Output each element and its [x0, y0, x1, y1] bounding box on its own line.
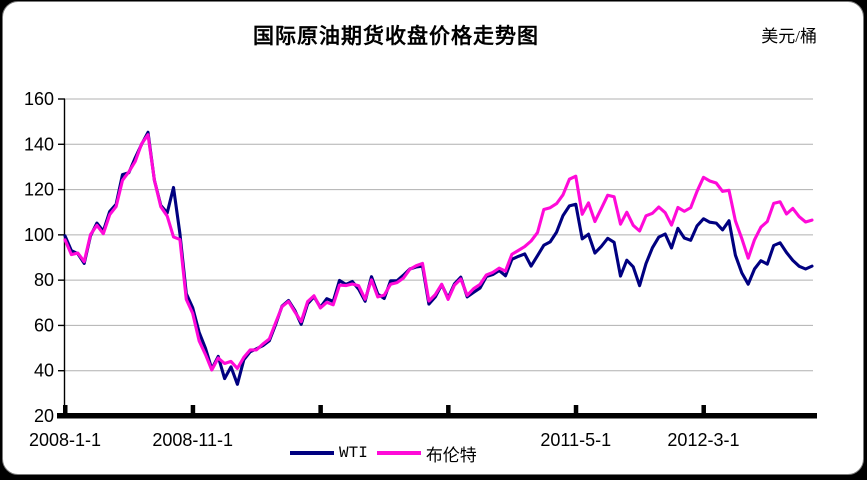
brent-line-swatch — [376, 451, 421, 455]
y-tick-label: 160 — [24, 89, 54, 109]
x-tick — [573, 405, 579, 413]
x-tick — [190, 405, 196, 413]
y-tick-label: 60 — [34, 315, 54, 335]
y-tick-label: 80 — [34, 270, 54, 290]
legend-label-brent: 布伦特 — [425, 445, 477, 465]
legend-item-wti: WTI — [290, 444, 368, 462]
y-tick-label: 20 — [34, 406, 54, 426]
legend-item-brent: 布伦特 — [376, 441, 477, 466]
y-tick-label: 40 — [34, 361, 54, 381]
legend-label-wti: WTI — [339, 444, 368, 462]
y-tick-label: 120 — [24, 180, 54, 200]
legend: WTI 布伦特 — [286, 441, 481, 466]
series-line-wti — [63, 130, 814, 386]
x-tick — [446, 405, 451, 413]
y-tick-label: 140 — [24, 134, 54, 154]
x-tick — [318, 405, 323, 413]
x-tick-label: 2012-3-1 — [667, 430, 739, 450]
unit-label: 美元/桶 — [761, 27, 817, 46]
x-tick-label: 2008-11-1 — [152, 430, 233, 450]
wti-line-swatch — [290, 451, 334, 455]
y-tick-label: 100 — [24, 225, 54, 245]
series-line-brent — [63, 133, 814, 372]
x-tick — [701, 405, 706, 413]
x-tick-label: 2011-5-1 — [540, 430, 611, 450]
x-tick-label: 2008-1-1 — [29, 430, 101, 450]
chart-title: 国际原油期货收盘价格走势图 — [253, 24, 539, 48]
x-tick — [63, 405, 68, 413]
x-axis — [57, 413, 817, 419]
